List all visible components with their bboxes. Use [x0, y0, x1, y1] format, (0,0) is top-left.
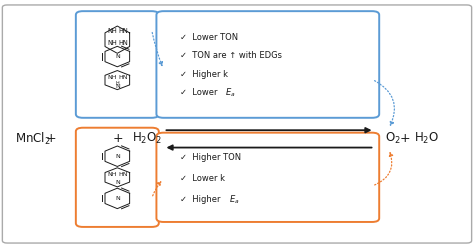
Text: O$_2$: O$_2$: [385, 131, 401, 146]
Text: +: +: [46, 132, 56, 145]
Text: N: N: [115, 84, 120, 89]
Text: N: N: [115, 180, 120, 185]
Text: N: N: [115, 54, 120, 59]
Text: NH: NH: [108, 75, 118, 80]
Text: +: +: [400, 132, 410, 145]
FancyBboxPatch shape: [156, 133, 379, 222]
Text: $E_a$: $E_a$: [229, 193, 239, 206]
Text: NH: NH: [108, 40, 118, 46]
Text: NH: NH: [108, 28, 118, 34]
Text: MnCl$_2$: MnCl$_2$: [15, 131, 51, 147]
Text: HN: HN: [118, 75, 128, 80]
Text: ✓  Higher TON: ✓ Higher TON: [180, 153, 241, 162]
Text: ✓  Higher k: ✓ Higher k: [180, 70, 228, 79]
Text: HN: HN: [118, 172, 128, 177]
Text: NH: NH: [108, 172, 118, 177]
Text: H$_2$O$_2$: H$_2$O$_2$: [132, 131, 162, 146]
Text: ✓  Higher: ✓ Higher: [180, 195, 223, 204]
FancyBboxPatch shape: [156, 11, 379, 118]
Text: $E_a$: $E_a$: [225, 87, 236, 99]
Text: N: N: [115, 196, 120, 201]
Text: H: H: [116, 81, 119, 86]
Text: HN: HN: [118, 40, 128, 46]
Text: +: +: [112, 132, 123, 145]
Text: HN: HN: [118, 28, 128, 34]
Text: ✓  Lower k: ✓ Lower k: [180, 174, 225, 183]
Text: ✓  Lower TON: ✓ Lower TON: [180, 33, 238, 42]
FancyBboxPatch shape: [2, 5, 472, 243]
Text: N: N: [115, 154, 120, 159]
Text: ✓  TON are ↑ with EDGs: ✓ TON are ↑ with EDGs: [180, 51, 282, 60]
Text: ✓  Lower: ✓ Lower: [180, 89, 220, 97]
Text: H$_2$O: H$_2$O: [414, 131, 439, 146]
FancyBboxPatch shape: [76, 128, 159, 227]
FancyBboxPatch shape: [76, 11, 159, 118]
